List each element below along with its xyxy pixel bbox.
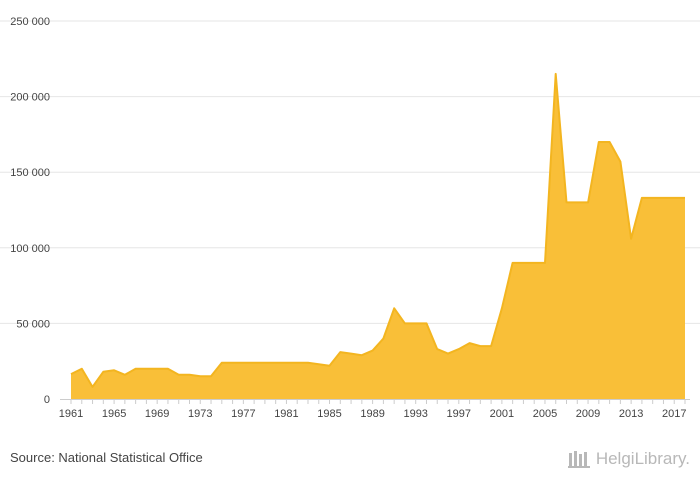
y-tick-label: 250 000 <box>10 16 50 28</box>
y-tick-label: 150 000 <box>10 167 50 179</box>
x-tick-label: 1997 <box>447 408 471 420</box>
x-tick-label: 2009 <box>576 408 600 420</box>
x-tick-label: 1961 <box>59 408 83 420</box>
y-tick-label: 0 <box>44 394 50 406</box>
brand-name: HelgiLibrary. <box>595 449 690 468</box>
data-area <box>71 73 685 400</box>
x-axis-ticks <box>70 399 686 404</box>
y-tick-label: 100 000 <box>10 243 50 255</box>
x-tick-label: 1977 <box>231 408 255 420</box>
x-tick-label: 1985 <box>317 408 341 420</box>
y-axis-labels: 0 50 000 100 000 150 000 200 000 250 000 <box>10 16 50 406</box>
y-tick-label: 200 000 <box>10 92 50 104</box>
x-tick-label: 1965 <box>102 408 126 420</box>
library-icon <box>567 451 590 468</box>
x-tick-label: 1989 <box>360 408 384 420</box>
x-tick-label: 1981 <box>274 408 298 420</box>
data-line <box>70 72 685 388</box>
x-tick-label: 2013 <box>619 408 643 420</box>
x-tick-label: 1969 <box>145 408 169 420</box>
x-tick-label: 1993 <box>403 408 427 420</box>
source-note: Source: National Statistical Office <box>10 450 203 465</box>
x-axis-labels: 1961 1965 1969 1973 1977 1981 1985 1989 1993 1997… <box>59 408 687 420</box>
x-tick-label: 2001 <box>490 408 514 420</box>
brand-logo[interactable]: HelgiLibrary. <box>567 449 690 469</box>
x-tick-label: 2017 <box>662 408 686 420</box>
x-tick-label: 1973 <box>188 408 212 420</box>
x-tick-label: 2005 <box>533 408 557 420</box>
y-tick-label: 50 000 <box>16 318 50 330</box>
chart: 0 50 000 100 000 150 000 200 000 250 000 1961… <box>0 16 700 420</box>
